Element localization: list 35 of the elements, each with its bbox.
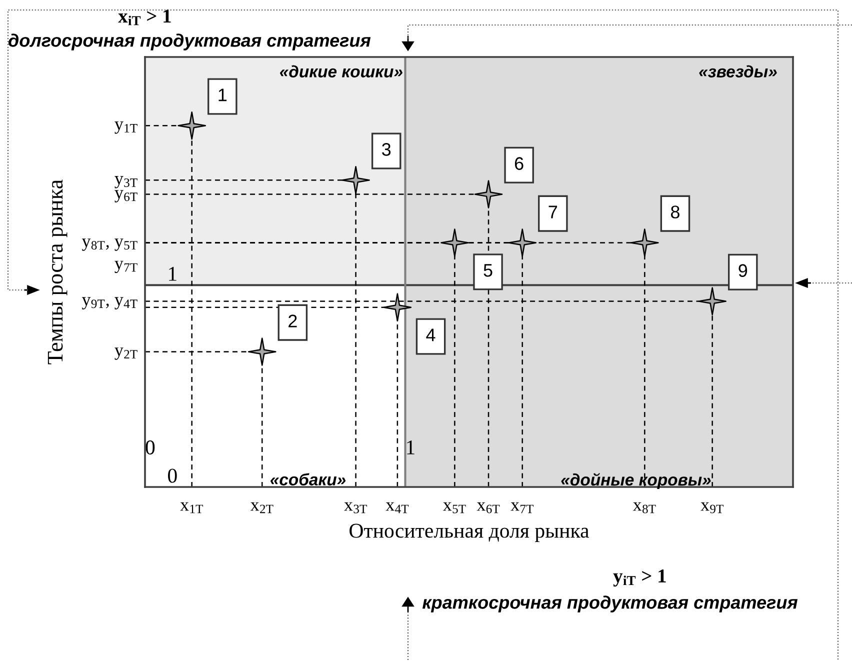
annotation: y$_{9T}$, y$_{4T}$ <box>82 297 138 310</box>
annotation: x$_{4T}$ <box>386 502 409 514</box>
annotation: y$_{2T}$ <box>114 348 138 360</box>
annotation: x$_{7T}$ <box>510 502 534 514</box>
annotation: y$_{8T}$, y$_{5T}$ <box>82 238 138 251</box>
annotation: x$_{9T}$ <box>700 502 724 514</box>
series-label: 9 <box>738 264 748 277</box>
annotation: x$_{1T}$ <box>180 502 204 514</box>
series-label: 1 <box>218 88 227 102</box>
series-label: 2 <box>288 314 297 328</box>
annotation: y$_{7T}$ <box>114 260 138 274</box>
annotation: x$_{6T}$ <box>476 502 500 514</box>
annotation: «звезды» <box>699 65 777 78</box>
annotation: x$_{5T}$ <box>443 502 466 514</box>
series-label: 7 <box>548 206 558 218</box>
text: долгосрочная продуктовая стратегия <box>8 34 371 50</box>
annotation: x$_{8T}$ <box>632 502 656 514</box>
annotation: y$_{6T}$ <box>114 190 138 202</box>
annotation: y$_{3T}$ <box>114 176 138 188</box>
text: y$_{iT}$ > 1 <box>613 570 666 587</box>
series-label: 8 <box>670 206 680 218</box>
text: краткосрочная продуктовая стратегия <box>422 596 798 612</box>
annotation: «собаки» <box>270 473 346 486</box>
text: x$_{iT}$ > 1 <box>118 10 171 26</box>
x-axis-title: Относительная доля рынка <box>350 524 590 542</box>
series-label: 6 <box>514 157 524 170</box>
annotation: «дойные коровы» <box>561 473 711 489</box>
annotation: x$_{3T}$ <box>344 502 367 514</box>
annotation: y$_{1T}$ <box>114 122 138 134</box>
series-label: 4 <box>426 328 436 342</box>
y-axis-title: Темпы роста рынка <box>48 180 68 364</box>
series-label: 5 <box>484 264 492 277</box>
series-label: 3 <box>382 143 391 156</box>
annotation: «дикие кошки» <box>280 65 402 78</box>
annotation: x$_{2T}$ <box>250 502 274 514</box>
